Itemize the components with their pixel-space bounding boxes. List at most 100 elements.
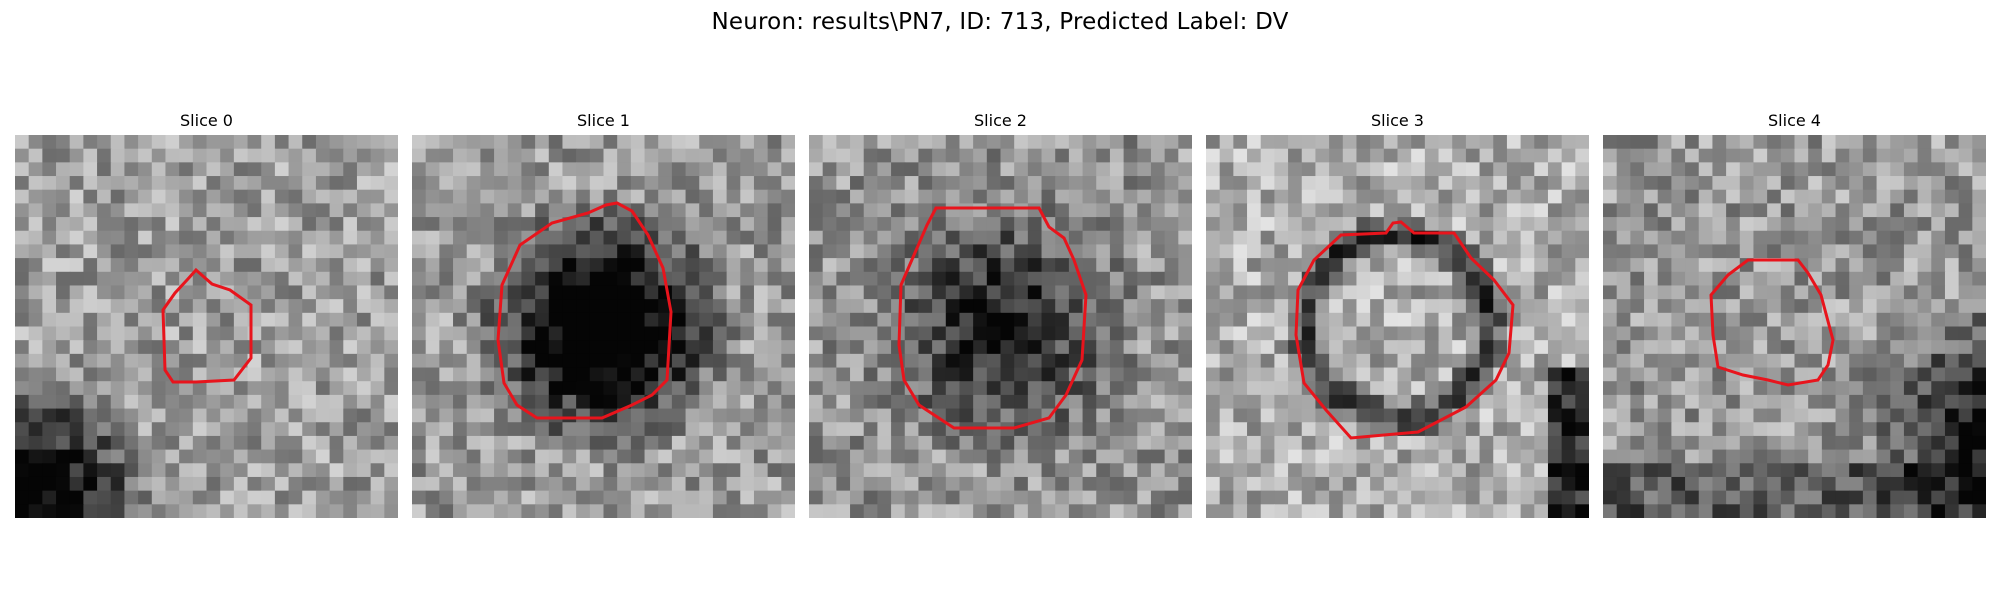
image-pixel xyxy=(1109,435,1125,451)
image-pixel xyxy=(1301,449,1317,464)
image-pixel xyxy=(1876,244,1891,259)
image-pixel xyxy=(959,408,974,423)
image-pixel xyxy=(1712,435,1727,451)
image-pixel xyxy=(617,203,632,218)
image-pixel xyxy=(370,381,385,396)
image-pixel xyxy=(658,394,673,410)
image-pixel xyxy=(302,408,317,423)
image-pixel xyxy=(1958,176,1973,191)
image-pixel xyxy=(1506,217,1522,232)
image-pixel xyxy=(1876,476,1891,492)
image-pixel xyxy=(644,162,659,177)
image-pixel xyxy=(1219,312,1234,328)
image-pixel xyxy=(1547,367,1563,382)
image-pixel xyxy=(302,217,317,232)
image-pixel xyxy=(1835,176,1850,191)
image-pixel xyxy=(1712,189,1727,204)
image-pixel xyxy=(726,312,741,328)
image-pixel xyxy=(1465,299,1481,314)
image-pixel xyxy=(1767,176,1782,191)
image-pixel xyxy=(1027,230,1043,246)
image-pixel xyxy=(959,299,974,314)
image-pixel xyxy=(1944,326,1960,341)
image-pixel xyxy=(712,162,728,177)
image-pixel xyxy=(1397,189,1412,204)
image-pixel xyxy=(1041,285,1056,300)
image-pixel xyxy=(1849,135,1864,150)
image-pixel xyxy=(1862,203,1878,218)
image-pixel xyxy=(863,299,878,314)
image-pixel xyxy=(384,504,398,518)
image-pixel xyxy=(69,148,84,163)
image-pixel xyxy=(1917,504,1932,518)
image-pixel xyxy=(494,490,509,505)
image-pixel xyxy=(1493,299,1508,314)
image-pixel xyxy=(781,476,795,492)
image-pixel xyxy=(1534,449,1549,464)
image-pixel xyxy=(850,135,865,150)
image-pixel xyxy=(1247,176,1262,191)
image-pixel xyxy=(535,490,550,505)
image-pixel xyxy=(1479,189,1494,204)
image-pixel xyxy=(1068,230,1084,246)
image-pixel xyxy=(453,504,468,518)
image-pixel xyxy=(1315,312,1330,328)
image-pixel xyxy=(1479,353,1494,369)
image-pixel xyxy=(576,285,591,300)
image-pixel xyxy=(124,135,139,150)
image-pixel xyxy=(507,340,523,355)
image-pixel xyxy=(247,476,262,492)
image-pixel xyxy=(15,353,30,369)
slice-title: Slice 0 xyxy=(180,111,233,130)
image-pixel xyxy=(1301,285,1317,300)
image-pixel xyxy=(548,271,564,287)
image-pixel xyxy=(138,490,153,505)
image-pixel xyxy=(891,312,906,328)
image-pixel xyxy=(548,258,564,273)
image-pixel xyxy=(1644,162,1659,177)
image-pixel xyxy=(1630,217,1645,232)
image-pixel xyxy=(329,189,344,204)
image-pixel xyxy=(15,312,30,328)
image-pixel xyxy=(1958,353,1973,369)
image-pixel xyxy=(425,285,440,300)
image-pixel xyxy=(1383,148,1399,163)
image-pixel xyxy=(1329,422,1344,437)
image-pixel xyxy=(370,148,385,163)
image-pixel xyxy=(343,435,358,451)
image-pixel xyxy=(1616,135,1631,150)
image-pixel xyxy=(1862,422,1878,437)
image-pixel xyxy=(1575,299,1589,314)
image-pixel xyxy=(740,476,755,492)
image-pixel xyxy=(384,381,398,396)
image-pixel xyxy=(959,285,974,300)
image-pixel xyxy=(288,217,303,232)
image-pixel xyxy=(1109,340,1125,355)
image-pixel xyxy=(412,162,427,177)
image-pixel xyxy=(1917,271,1932,287)
image-pixel xyxy=(1014,244,1029,259)
image-pixel xyxy=(877,271,892,287)
image-pixel xyxy=(1356,381,1371,396)
image-pixel xyxy=(1109,285,1125,300)
image-pixel xyxy=(28,367,43,382)
image-pixel xyxy=(904,135,920,150)
image-pixel xyxy=(1178,367,1192,382)
image-pixel xyxy=(1096,148,1111,163)
image-pixel xyxy=(945,258,961,273)
image-pixel xyxy=(809,244,824,259)
image-pixel xyxy=(562,230,577,246)
image-pixel xyxy=(1014,258,1029,273)
image-pixel xyxy=(932,271,947,287)
image-pixel xyxy=(1383,476,1399,492)
image-pixel xyxy=(261,340,276,355)
image-pixel xyxy=(370,504,385,518)
image-pixel xyxy=(932,217,947,232)
image-pixel xyxy=(1465,271,1481,287)
image-pixel xyxy=(315,244,331,259)
image-pixel xyxy=(658,230,673,246)
image-pixel xyxy=(589,176,605,191)
image-pixel xyxy=(1808,258,1823,273)
image-pixel xyxy=(1876,326,1891,341)
image-pixel xyxy=(1726,285,1741,300)
